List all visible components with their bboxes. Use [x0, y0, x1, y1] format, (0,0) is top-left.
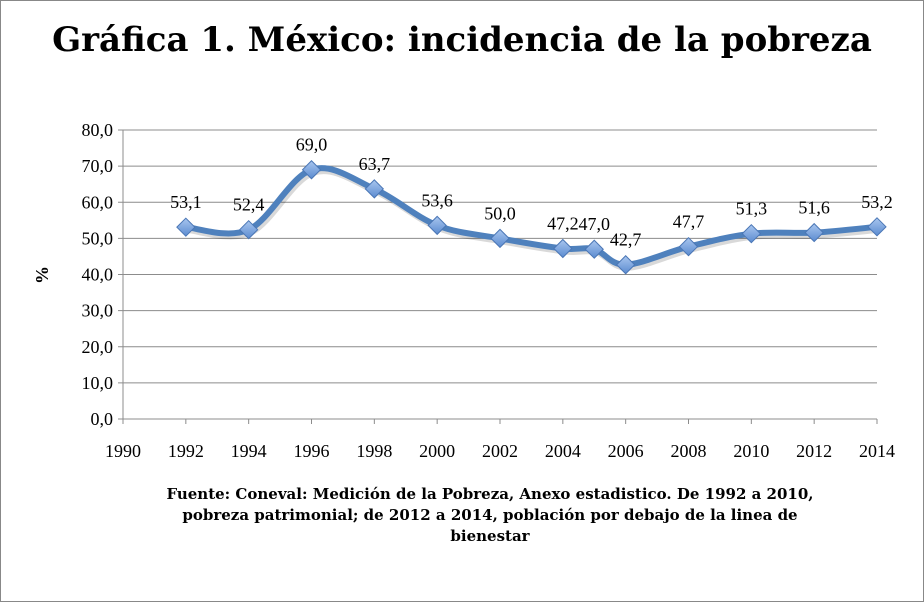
x-tick-label: 1994 — [231, 441, 267, 461]
x-tick-label: 1996 — [294, 441, 330, 461]
data-label: 42,7 — [610, 230, 642, 250]
y-tick-label: 80,0 — [82, 120, 114, 140]
y-tick-label: 0,0 — [91, 409, 114, 429]
data-point-marker — [553, 238, 573, 259]
data-point-marker — [615, 255, 636, 275]
data-point-marker — [238, 219, 259, 240]
data-label: 47,0 — [579, 214, 611, 234]
data-point-marker — [741, 223, 762, 244]
x-tick-label: 2004 — [545, 441, 581, 461]
y-tick-label: 60,0 — [82, 192, 114, 212]
data-label: 53,6 — [421, 190, 453, 210]
data-point-marker — [176, 217, 196, 237]
data-point-marker — [301, 160, 322, 180]
y-tick-label: 10,0 — [82, 373, 114, 393]
data-label: 47,7 — [673, 212, 705, 232]
x-tick-label: 2002 — [482, 441, 518, 461]
y-tick-label: 40,0 — [82, 265, 114, 285]
y-tick-label: 20,0 — [82, 337, 114, 357]
y-axis-label: % — [32, 266, 52, 284]
x-tick-label: 1990 — [105, 441, 141, 461]
data-point-marker — [364, 179, 385, 199]
data-label: 53,2 — [861, 192, 893, 212]
y-tick-label: 50,0 — [82, 228, 114, 248]
data-label: 50,0 — [484, 203, 516, 223]
data-point-marker — [427, 215, 447, 236]
x-tick-label: 1992 — [168, 441, 204, 461]
x-tick-label: 1998 — [356, 441, 392, 461]
x-tick-label: 2006 — [608, 441, 644, 461]
data-point-marker — [584, 239, 604, 259]
data-label: 47,2 — [547, 213, 579, 233]
chart-title: Gráfica 1. México: incidencia de la pobr… — [52, 20, 872, 60]
data-label: 51,3 — [736, 199, 768, 219]
data-point-marker — [867, 217, 887, 237]
x-tick-label: 2000 — [419, 441, 455, 461]
x-tick-label: 2010 — [733, 441, 769, 461]
data-point-marker — [804, 222, 824, 243]
series-line — [185, 165, 878, 268]
data-label: 51,6 — [798, 198, 830, 218]
source-note: Fuente: Coneval: Medición de la Pobreza,… — [166, 485, 814, 545]
data-label: 63,7 — [359, 154, 391, 174]
data-label: 52,4 — [233, 195, 265, 215]
y-tick-label: 70,0 — [82, 156, 114, 176]
y-tick-label: 30,0 — [82, 301, 114, 321]
data-point-marker — [490, 228, 510, 249]
data-label: 69,0 — [296, 135, 328, 155]
x-tick-label: 2012 — [796, 441, 832, 461]
x-tick-label: 2014 — [859, 441, 895, 461]
data-label: 53,1 — [170, 192, 202, 212]
x-tick-label: 2008 — [671, 441, 707, 461]
data-point-marker — [678, 236, 699, 257]
